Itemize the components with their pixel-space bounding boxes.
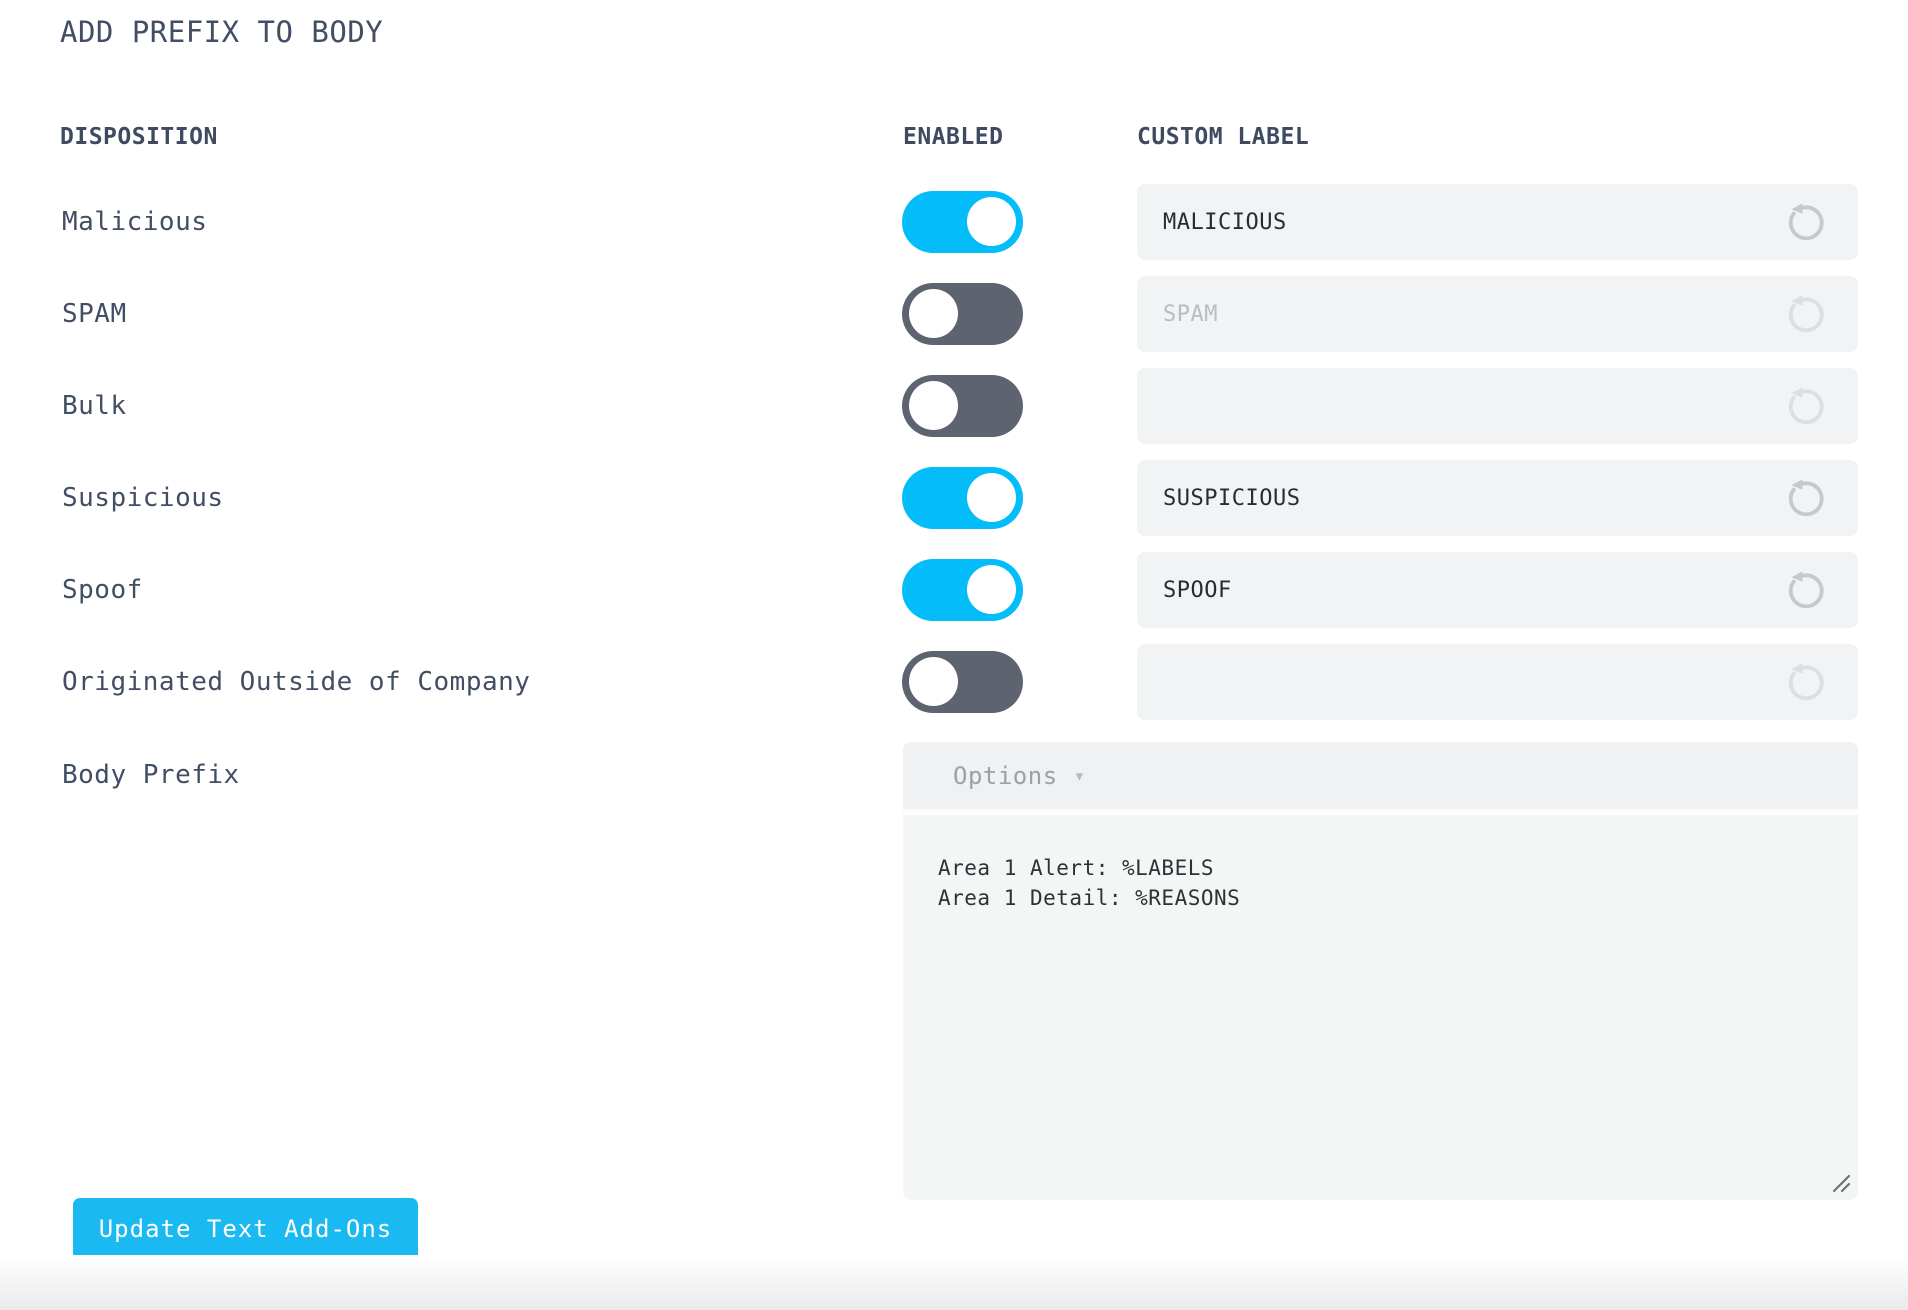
options-dropdown[interactable]: Options ▾ [903, 742, 1858, 812]
disposition-row: SPAM [60, 268, 1858, 360]
custom-label-field [1137, 276, 1858, 352]
disposition-row: Originated Outside of Company [60, 636, 1858, 728]
enabled-toggle[interactable] [902, 375, 1023, 437]
body-prefix-textarea[interactable]: Area 1 Alert: %LABELS Area 1 Detail: %RE… [903, 815, 1858, 1200]
disposition-row-label: Originated Outside of Company [62, 667, 531, 697]
custom-label-field [1137, 368, 1858, 444]
disposition-row-label: Suspicious [62, 483, 224, 513]
reset-icon[interactable] [1782, 567, 1828, 613]
enabled-toggle[interactable] [902, 651, 1023, 713]
custom-label-field [1137, 460, 1858, 536]
enabled-toggle[interactable] [902, 283, 1023, 345]
disposition-row: Suspicious [60, 452, 1858, 544]
custom-label-field [1137, 552, 1858, 628]
update-text-addons-button[interactable]: Update Text Add-Ons [73, 1198, 418, 1260]
custom-label-input[interactable] [1137, 184, 1777, 260]
custom-label-input[interactable] [1137, 276, 1777, 352]
chevron-down-icon: ▾ [1073, 764, 1086, 787]
disposition-row: Bulk [60, 360, 1858, 452]
reset-icon[interactable] [1782, 383, 1828, 429]
custom-label-input[interactable] [1137, 644, 1777, 720]
disposition-row: Malicious [60, 176, 1858, 268]
toggle-knob [909, 289, 958, 338]
enabled-toggle[interactable] [902, 191, 1023, 253]
column-header-disposition: DISPOSITION [60, 124, 218, 150]
options-dropdown-label: Options [953, 761, 1058, 790]
toggle-knob [967, 565, 1016, 614]
bottom-fade-bar [0, 1255, 1908, 1310]
reset-icon[interactable] [1782, 475, 1828, 521]
disposition-row-label: Bulk [62, 391, 127, 421]
resize-handle-icon[interactable] [1830, 1172, 1852, 1194]
column-header-enabled: ENABLED [903, 124, 1004, 150]
custom-label-input[interactable] [1137, 460, 1777, 536]
toggle-knob [967, 197, 1016, 246]
disposition-row-label: Spoof [62, 575, 143, 605]
reset-icon[interactable] [1782, 199, 1828, 245]
body-prefix-label: Body Prefix [62, 760, 240, 790]
disposition-row: Spoof [60, 544, 1858, 636]
toggle-knob [967, 473, 1016, 522]
custom-label-field [1137, 644, 1858, 720]
custom-label-input[interactable] [1137, 368, 1777, 444]
custom-label-input[interactable] [1137, 552, 1777, 628]
reset-icon[interactable] [1782, 291, 1828, 337]
toggle-knob [909, 657, 958, 706]
enabled-toggle[interactable] [902, 559, 1023, 621]
custom-label-field [1137, 184, 1858, 260]
page-title: ADD PREFIX TO BODY [60, 15, 384, 49]
column-header-custom-label: CUSTOM LABEL [1137, 124, 1310, 150]
disposition-row-label: SPAM [62, 299, 127, 329]
reset-icon[interactable] [1782, 659, 1828, 705]
enabled-toggle[interactable] [902, 467, 1023, 529]
toggle-knob [909, 381, 958, 430]
disposition-row-label: Malicious [62, 207, 208, 237]
body-prefix-panel: Options ▾ Area 1 Alert: %LABELS Area 1 D… [903, 742, 1858, 1200]
